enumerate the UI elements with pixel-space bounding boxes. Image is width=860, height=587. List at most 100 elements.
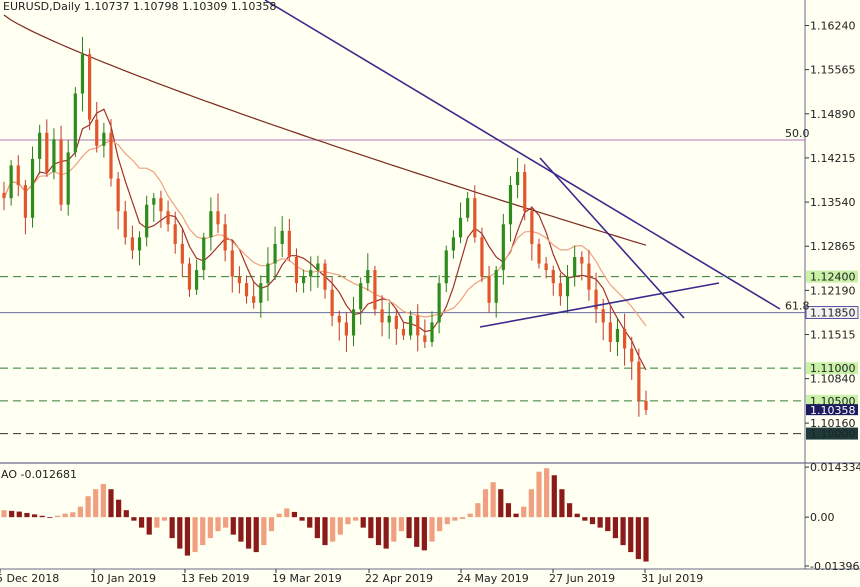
candle-body [430, 322, 434, 343]
ma-slow-line [3, 14, 647, 246]
ao-bar [444, 517, 450, 525]
ao-bar [330, 517, 336, 542]
ao-bar [177, 517, 183, 549]
ao-bar [116, 499, 122, 518]
ao-bar [429, 517, 435, 542]
ao-bar [375, 517, 382, 546]
candle-body [366, 270, 370, 284]
x-tick-label-1: 10 Jan 2019 [90, 572, 156, 585]
candle-body [244, 283, 249, 297]
ao-bar [245, 517, 252, 549]
candle-body [287, 230, 291, 258]
ao-bar [406, 517, 412, 539]
candle-body [387, 315, 391, 323]
candle-body [259, 283, 263, 303]
candle-body [394, 315, 398, 329]
ao-bar [475, 503, 481, 518]
level-tag-0 [806, 270, 858, 283]
ao-bar [207, 517, 213, 539]
candle-body [73, 93, 77, 153]
x-tick-label-3: 19 Mar 2019 [272, 572, 342, 585]
ao-bar [337, 517, 343, 535]
candle-body [294, 257, 299, 284]
candle-body [180, 243, 184, 264]
candle-body [473, 198, 477, 238]
level-tag-label-1: 1.11850 [810, 307, 856, 320]
candle-body [494, 270, 498, 303]
ao-bar [77, 506, 84, 518]
ao-bar [452, 517, 458, 521]
candle-body [309, 270, 313, 277]
candle-body [223, 224, 227, 251]
price-tick-label-9: 1.10160 [810, 417, 856, 430]
ao-bar [70, 512, 76, 518]
ao-bar [559, 489, 565, 518]
ao-bar [39, 515, 45, 518]
candle-body [523, 171, 527, 212]
ao-bar [138, 517, 145, 528]
ao-bar [521, 506, 527, 518]
candle-body [145, 204, 149, 238]
ao-bar [85, 496, 91, 518]
candle-body [16, 165, 20, 186]
ao-bar [215, 517, 221, 532]
candle-body [216, 211, 220, 225]
ao-bar [421, 517, 427, 551]
ao-bar [314, 517, 320, 539]
candle-body [437, 283, 441, 323]
candle-body [123, 211, 127, 238]
candle-body [351, 309, 356, 336]
ao-bar [9, 510, 15, 518]
candle-body [508, 185, 513, 225]
ao-bar [47, 517, 53, 518]
ao-bar [62, 513, 68, 518]
candle-body [38, 132, 42, 159]
candle-body [88, 54, 92, 120]
ao-bar [154, 517, 160, 528]
candle-body [137, 237, 142, 251]
candle-body [252, 296, 256, 303]
candle-body [152, 198, 156, 205]
candle-body [573, 257, 577, 277]
ao-bar [589, 517, 596, 525]
price-tick-label-5: 1.12865 [810, 240, 856, 253]
level-tag-label-0: 1.12400 [810, 271, 856, 284]
trendline-upper [264, 0, 781, 310]
candle-body [323, 263, 327, 290]
ao-bar [345, 517, 351, 525]
x-tick-label-6: 27 Jun 2019 [549, 572, 615, 585]
ao-bar [505, 503, 512, 518]
candle-body [209, 211, 213, 238]
price-tick-label-7: 1.11515 [810, 328, 856, 341]
ao-bar [498, 489, 504, 518]
candle-body [66, 152, 70, 205]
candle-body [130, 237, 134, 251]
candle-body [565, 276, 570, 297]
candle-body [516, 171, 520, 186]
candle-body [380, 309, 384, 323]
ao-bar [31, 514, 38, 518]
candle-body [409, 315, 413, 336]
candle-body [537, 243, 541, 264]
candle-body [487, 276, 491, 303]
ao-bar [490, 482, 496, 518]
candle-body [401, 328, 406, 336]
ao-bar [551, 475, 557, 518]
candle-body [601, 309, 605, 323]
x-tick-label-2: 13 Feb 2019 [181, 572, 249, 585]
candle-body [59, 139, 63, 205]
candle-body [316, 263, 320, 271]
ao-bar [24, 512, 30, 518]
candle-body [615, 328, 620, 343]
ao-indicator-label: AO -0.012681 [1, 468, 77, 481]
ao-bar [544, 468, 550, 518]
ao-bar [528, 489, 534, 518]
level-tag-label-4: 1.10000 [810, 428, 856, 441]
ao-bar [284, 508, 290, 518]
x-tick-label-7: 31 Jul 2019 [641, 572, 703, 585]
ao-bar [635, 517, 641, 560]
candle-body [266, 263, 270, 284]
price-tick-label-8: 1.10840 [810, 373, 856, 386]
candle-body [9, 165, 13, 199]
